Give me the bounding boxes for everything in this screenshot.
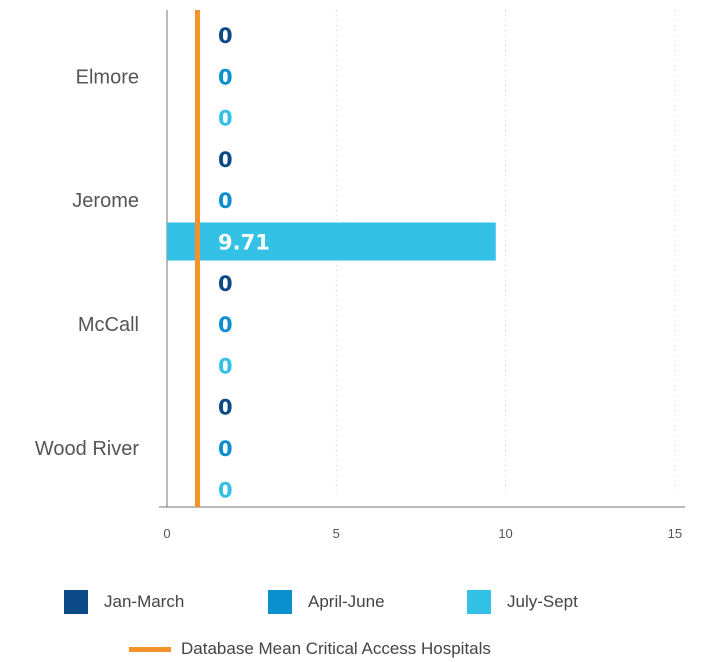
value-label-elmore-july-sept: 0 [218,107,233,131]
value-label-wood-river-july-sept: 0 [218,478,233,502]
value-label-mccall-april-june: 0 [218,313,233,337]
value-label-elmore-april-june: 0 [218,65,233,89]
bar-jerome-july-sept [167,222,496,261]
value-label-jerome-july-sept: 9.71 [218,231,270,255]
tick-label-0: 0 [163,526,170,541]
category-label-mccall: McCall [78,314,139,336]
tick-label-10: 10 [498,526,512,541]
value-label-jerome-april-june: 0 [218,189,233,213]
category-label-jerome: Jerome [72,190,139,212]
value-label-elmore-jan-march: 0 [218,24,233,48]
value-label-mccall-july-sept: 0 [218,354,233,378]
value-labels: 0 0 0 0 0 9.71 0 0 0 0 0 0 [218,24,270,502]
category-label-elmore: Elmore [76,66,139,88]
category-label-wood-river: Wood River [35,438,139,460]
value-label-jerome-jan-march: 0 [218,148,233,172]
tick-label-15: 15 [668,526,682,541]
value-label-wood-river-april-june: 0 [218,437,233,461]
tick-labels: 0 5 10 15 [163,526,682,541]
bars [167,222,496,261]
tick-label-5: 5 [333,526,340,541]
value-label-mccall-jan-march: 0 [218,272,233,296]
value-label-wood-river-jan-march: 0 [218,396,233,420]
category-labels: Elmore Jerome McCall Wood River [35,66,139,460]
